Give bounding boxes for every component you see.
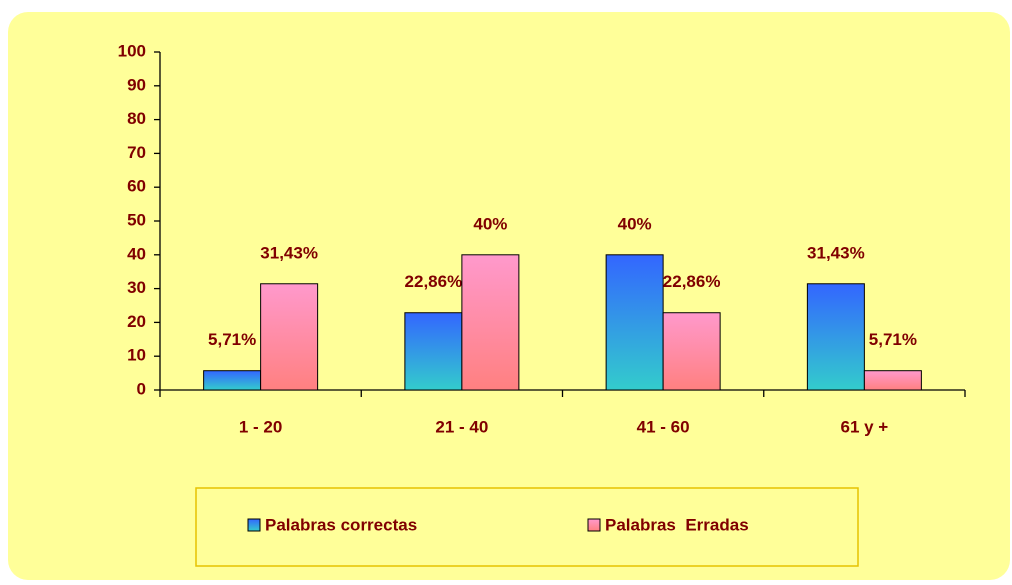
y-tick-label: 50 <box>127 210 146 229</box>
value-label: 31,43% <box>260 243 318 262</box>
y-tick-label: 40 <box>127 244 146 263</box>
x-tick-label: 21 - 40 <box>435 417 488 436</box>
bar <box>806 283 865 391</box>
legend-box <box>195 487 859 567</box>
y-tick-label: 70 <box>127 143 146 162</box>
value-label: 22,86% <box>663 272 721 291</box>
bar <box>260 283 319 391</box>
y-tick-label: 10 <box>127 346 146 365</box>
bar <box>461 254 520 391</box>
y-tick-label: 20 <box>127 312 146 331</box>
value-label: 31,43% <box>807 243 865 262</box>
bar <box>203 370 262 391</box>
value-label: 5,71% <box>208 330 256 349</box>
bar <box>605 254 664 391</box>
y-tick-label: 60 <box>127 177 146 196</box>
bar <box>863 370 922 391</box>
legend-label: Palabras Erradas <box>605 515 749 534</box>
x-tick-label: 61 y + <box>841 417 889 436</box>
x-tick-label: 41 - 60 <box>637 417 690 436</box>
y-tick-label: 0 <box>137 379 146 398</box>
y-tick-label: 90 <box>127 75 146 94</box>
bar <box>404 312 463 391</box>
y-tick-label: 100 <box>118 41 146 60</box>
x-tick-label: 1 - 20 <box>239 417 282 436</box>
legend-swatch <box>247 518 261 532</box>
value-label: 40% <box>473 214 507 233</box>
value-label: 5,71% <box>869 330 917 349</box>
value-label: 40% <box>618 214 652 233</box>
y-tick-label: 30 <box>127 278 146 297</box>
bar <box>662 312 721 391</box>
value-label: 22,86% <box>405 272 463 291</box>
legend-swatch <box>587 518 601 532</box>
y-tick-label: 80 <box>127 109 146 128</box>
legend-label: Palabras correctas <box>265 515 417 534</box>
